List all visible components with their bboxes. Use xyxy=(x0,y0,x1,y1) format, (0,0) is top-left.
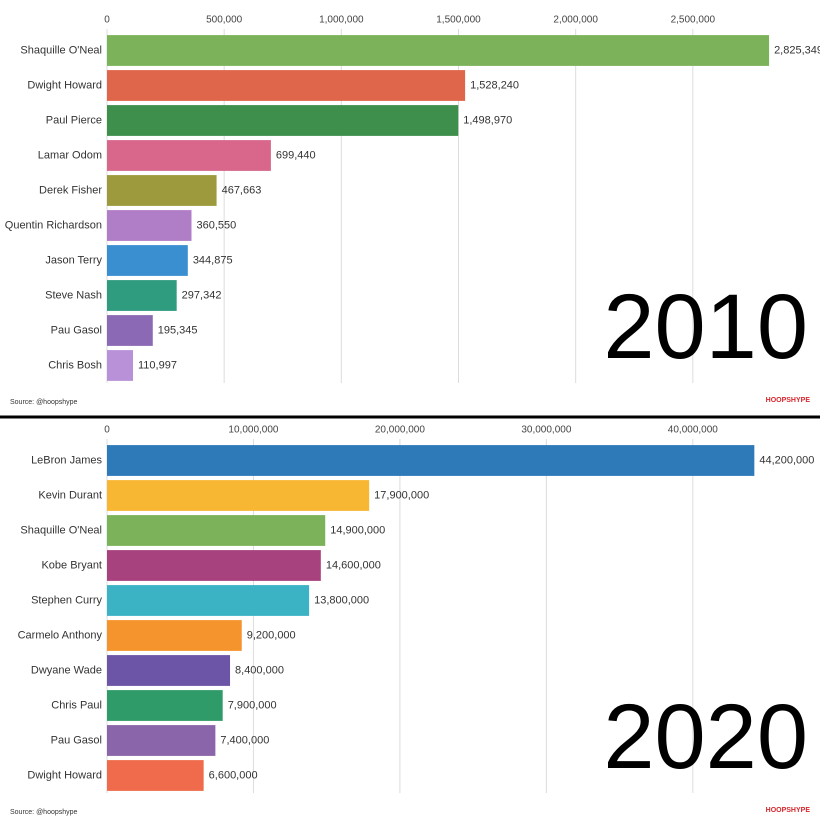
category-label: Shaquille O'Neal xyxy=(20,44,102,56)
x-tick-label: 40,000,000 xyxy=(668,425,718,436)
x-tick-label: 0 xyxy=(104,15,110,26)
bar xyxy=(107,515,326,546)
x-tick-label: 2,000,000 xyxy=(553,15,598,26)
category-label: Kobe Bryant xyxy=(41,559,102,571)
value-label: 14,900,000 xyxy=(330,524,385,536)
bar xyxy=(107,210,192,241)
bar xyxy=(107,70,466,101)
bar xyxy=(107,690,223,721)
category-label: Dwyane Wade xyxy=(31,664,102,676)
category-label: Stephen Curry xyxy=(31,594,102,606)
bar xyxy=(107,620,242,651)
bar xyxy=(107,280,177,311)
bar xyxy=(107,105,459,136)
value-label: 1,498,970 xyxy=(463,114,512,126)
category-label: Shaquille O'Neal xyxy=(20,524,102,536)
value-label: 360,550 xyxy=(196,219,236,231)
category-label: Steve Nash xyxy=(45,289,102,301)
category-label: Quentin Richardson xyxy=(5,219,102,231)
value-label: 699,440 xyxy=(276,149,316,161)
value-label: 1,528,240 xyxy=(470,79,519,91)
value-label: 467,663 xyxy=(222,184,262,196)
bar xyxy=(107,725,216,756)
value-label: 14,600,000 xyxy=(326,559,381,571)
x-tick-label: 20,000,000 xyxy=(375,425,425,436)
bar xyxy=(107,550,321,581)
category-label: Jason Terry xyxy=(45,254,102,266)
bar xyxy=(107,480,370,511)
x-tick-label: 2,500,000 xyxy=(671,15,716,26)
category-label: Pau Gasol xyxy=(51,734,102,746)
category-label: Kevin Durant xyxy=(38,489,102,501)
category-label: Paul Pierce xyxy=(46,114,102,126)
value-label: 13,800,000 xyxy=(314,594,369,606)
bar xyxy=(107,445,755,476)
bar xyxy=(107,245,188,276)
category-label: Pau Gasol xyxy=(51,324,102,336)
x-tick-label: 0 xyxy=(104,425,110,436)
bar xyxy=(107,140,271,171)
value-label: 44,200,000 xyxy=(759,454,814,466)
category-label: LeBron James xyxy=(31,454,102,466)
category-label: Dwight Howard xyxy=(27,769,102,781)
logo: HOOPSHYPE xyxy=(766,807,811,814)
value-label: 9,200,000 xyxy=(247,629,296,641)
bar xyxy=(107,655,231,686)
bar xyxy=(107,585,310,616)
value-label: 17,900,000 xyxy=(374,489,429,501)
x-tick-label: 1,500,000 xyxy=(436,15,481,26)
value-label: 7,400,000 xyxy=(220,734,269,746)
bar xyxy=(107,175,217,206)
category-label: Carmelo Anthony xyxy=(18,629,103,641)
x-tick-label: 500,000 xyxy=(206,15,243,26)
x-tick-label: 10,000,000 xyxy=(228,425,278,436)
value-label: 195,345 xyxy=(158,324,198,336)
value-label: 297,342 xyxy=(182,289,222,301)
x-tick-label: 1,000,000 xyxy=(319,15,364,26)
x-tick-label: 30,000,000 xyxy=(521,425,571,436)
bar xyxy=(107,350,134,381)
bar xyxy=(107,760,204,791)
value-label: 110,997 xyxy=(138,359,177,371)
category-label: Dwight Howard xyxy=(27,79,102,91)
value-label: 8,400,000 xyxy=(235,664,284,676)
value-label: 6,600,000 xyxy=(209,769,258,781)
category-label: Chris Bosh xyxy=(48,359,102,371)
source: Source: @hoopshype xyxy=(10,809,78,816)
value-label: 7,900,000 xyxy=(228,699,277,711)
category-label: Derek Fisher xyxy=(39,184,102,196)
value-label: 2,825,349 xyxy=(774,44,820,56)
year-label: 2020 xyxy=(603,686,808,788)
year-label: 2010 xyxy=(603,276,808,378)
category-label: Lamar Odom xyxy=(38,149,102,161)
logo: HOOPSHYPE xyxy=(766,397,811,404)
category-label: Chris Paul xyxy=(51,699,102,711)
bar xyxy=(107,35,770,66)
value-label: 344,875 xyxy=(193,254,233,266)
bar xyxy=(107,315,153,346)
source: Source: @hoopshype xyxy=(10,399,78,406)
